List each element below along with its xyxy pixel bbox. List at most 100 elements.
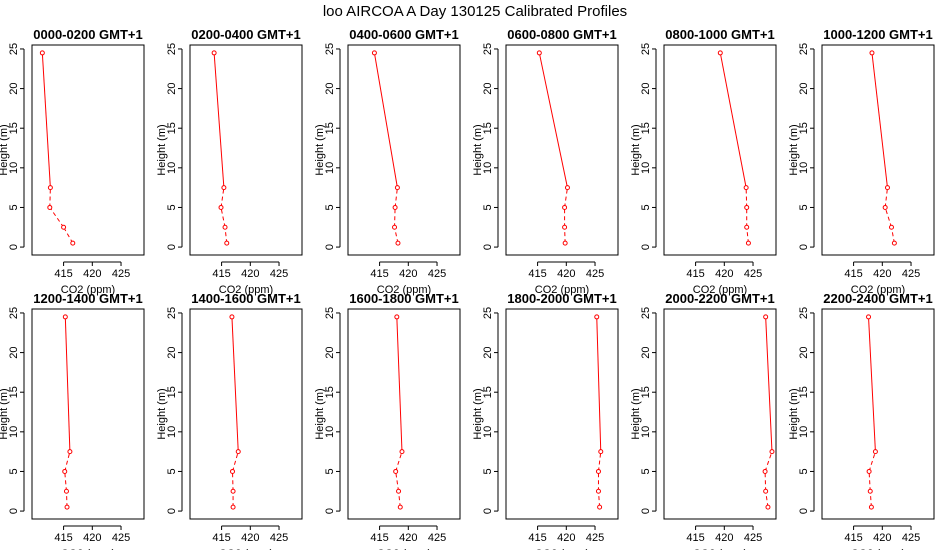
x-tick-label: 425	[586, 532, 604, 544]
profile-point	[395, 240, 401, 246]
profile-segment	[884, 207, 892, 228]
y-tick-label: 5	[640, 204, 652, 210]
profile-point	[230, 504, 236, 510]
y-tick-label: 10	[166, 162, 178, 174]
profile-point	[884, 185, 890, 191]
profile-point	[869, 50, 875, 56]
plot-frame	[31, 44, 145, 256]
y-tick-label: 10	[8, 162, 20, 174]
y-axis-label: Height (m)	[630, 124, 642, 175]
x-tick-label: 420	[83, 268, 101, 280]
x-tick-label: 415	[370, 268, 388, 280]
y-tick-label: 10	[640, 162, 652, 174]
profile-segment	[213, 52, 225, 188]
y-tick-label: 10	[482, 426, 494, 438]
profile-point	[229, 314, 235, 320]
profile-point	[47, 185, 53, 191]
panel-1: 0200-0400 GMT+1 415 420 425 0 5 10 15 20 25 CO2 (p…	[156, 27, 303, 296]
profile-segment	[49, 187, 51, 208]
profile-point	[743, 185, 749, 191]
y-tick-label: 15	[8, 122, 20, 134]
profile-point	[70, 240, 76, 246]
plot-frame	[189, 308, 303, 520]
profile-segment	[231, 316, 239, 452]
y-tick-label: 15	[482, 122, 494, 134]
x-tick-label: 425	[270, 268, 288, 280]
y-tick-label: 0	[324, 508, 336, 514]
profile-point	[868, 504, 874, 510]
y-tick-label: 25	[8, 43, 20, 55]
y-tick-label: 10	[166, 426, 178, 438]
profile-segment	[891, 227, 895, 244]
x-tick-label: 415	[844, 268, 862, 280]
plot-frame	[347, 44, 461, 256]
y-tick-label: 10	[482, 162, 494, 174]
y-tick-label: 5	[324, 204, 336, 210]
x-axis-label: CO2 (ppm)	[377, 284, 431, 296]
profile-segment	[232, 451, 239, 472]
y-tick-label: 20	[482, 82, 494, 94]
profile-point	[597, 504, 603, 510]
panel-title: 0400-0600 GMT+1	[349, 27, 458, 42]
y-tick-label: 10	[8, 426, 20, 438]
profile-point	[872, 449, 878, 455]
profile-segment	[868, 316, 876, 452]
y-tick-label: 20	[798, 346, 810, 358]
profile-point	[392, 204, 398, 210]
panel-7: 1400-1600 GMT+1 415 420 425 0 5 10 15 20 25 CO2 (p…	[156, 291, 303, 550]
y-axis-label: Height (m)	[788, 388, 800, 439]
panel-title: 1600-1800 GMT+1	[349, 291, 458, 306]
profile-segment	[538, 52, 568, 188]
profile-point	[393, 468, 399, 474]
y-tick-label: 0	[482, 508, 494, 514]
profile-segment	[765, 491, 769, 508]
x-tick-label: 425	[428, 268, 446, 280]
y-tick-label: 25	[166, 43, 178, 55]
y-tick-label: 25	[324, 43, 336, 55]
profile-segment	[719, 52, 747, 188]
panel-title: 0800-1000 GMT+1	[665, 27, 774, 42]
y-tick-label: 5	[798, 204, 810, 210]
x-axis-label: CO2 (ppm)	[851, 284, 905, 296]
profile-point	[62, 468, 68, 474]
x-tick-label: 425	[428, 532, 446, 544]
profile-segment	[41, 52, 51, 188]
profile-point	[598, 449, 604, 455]
y-tick-label: 20	[482, 346, 494, 358]
y-tick-label: 15	[166, 386, 178, 398]
plot-frame	[663, 308, 777, 520]
profile-segment	[597, 491, 601, 508]
x-tick-label: 420	[557, 268, 575, 280]
profile-point	[230, 488, 236, 494]
profile-point	[394, 314, 400, 320]
y-tick-label: 15	[324, 386, 336, 398]
y-tick-label: 5	[166, 204, 178, 210]
y-tick-label: 0	[798, 244, 810, 250]
profile-segment	[220, 187, 225, 208]
y-axis-label: Height (m)	[156, 124, 168, 175]
panel-0: 0000-0200 GMT+1 415 420 425 0 5 10 15 20 25 CO2 (p…	[0, 27, 145, 296]
x-tick-label: 425	[902, 532, 920, 544]
profile-point	[594, 314, 600, 320]
profile-segment	[884, 187, 888, 208]
y-tick-label: 20	[166, 82, 178, 94]
y-tick-label: 25	[798, 43, 810, 55]
y-axis-label: Height (m)	[472, 388, 484, 439]
x-tick-label: 420	[241, 532, 259, 544]
profile-point	[218, 204, 224, 210]
y-axis-label: Height (m)	[788, 124, 800, 175]
y-tick-label: 25	[166, 307, 178, 319]
y-tick-label: 5	[166, 468, 178, 474]
y-tick-label: 20	[8, 346, 20, 358]
y-tick-label: 0	[8, 508, 20, 514]
profile-point	[595, 488, 601, 494]
x-axis-label: CO2 (ppm)	[61, 548, 115, 550]
y-axis-label: Height (m)	[314, 124, 326, 175]
profile-point	[769, 449, 775, 455]
y-tick-label: 25	[640, 307, 652, 319]
profile-point	[536, 50, 542, 56]
profile-segment	[395, 451, 403, 472]
y-tick-label: 0	[482, 244, 494, 250]
x-tick-label: 425	[744, 532, 762, 544]
y-tick-label: 15	[482, 386, 494, 398]
